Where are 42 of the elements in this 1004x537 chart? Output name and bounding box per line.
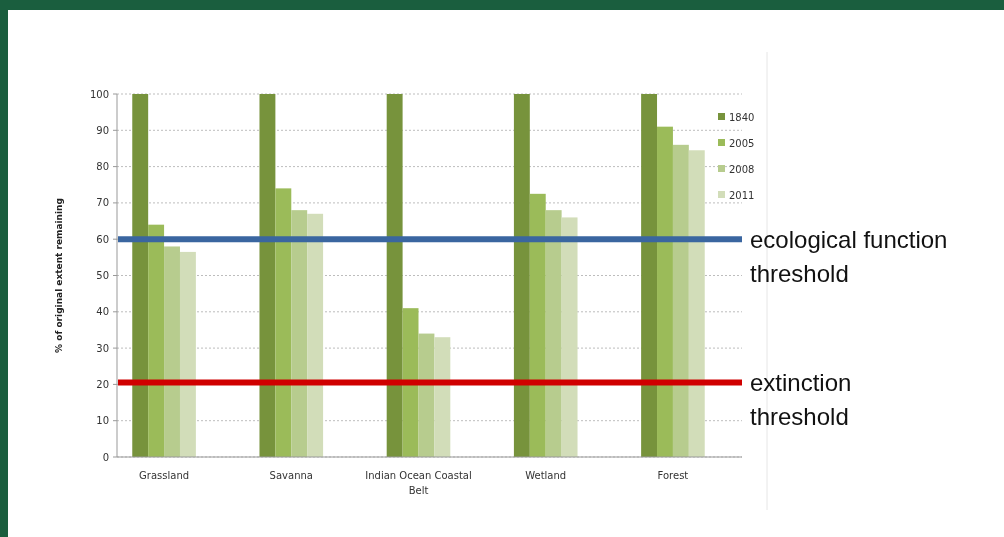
y-tick-label: 50: [96, 270, 109, 281]
bar: [641, 94, 658, 457]
bar: [291, 210, 308, 457]
y-tick-label: 70: [96, 197, 109, 209]
legend-label: 1840: [729, 111, 755, 123]
x-tick-label: Savanna: [269, 470, 313, 481]
x-tick-label: Indian Ocean Coastal Belt: [365, 470, 472, 496]
bar: [529, 193, 546, 457]
x-tick-label: Wetland: [525, 470, 567, 481]
y-tick-label: 10: [96, 415, 109, 427]
y-tick-label: 90: [96, 124, 109, 136]
bar: [672, 144, 689, 457]
bar: [657, 126, 673, 457]
y-tick-label: 30: [96, 342, 109, 354]
ref-line-label: ecological function threshold: [750, 225, 948, 287]
y-tick-label: 0: [102, 451, 109, 463]
y-axis-title: % of original extent remaining: [54, 198, 64, 353]
y-tick-label: 80: [96, 161, 109, 173]
ref-line-label: extinction threshold: [750, 368, 852, 430]
x-tick-label: Grassland: [139, 470, 190, 481]
bar: [561, 217, 578, 457]
y-tick-label: 20: [96, 378, 109, 390]
y-tick-label: 40: [96, 306, 109, 318]
bar: [275, 188, 292, 457]
y-tick-label: 100: [89, 88, 109, 100]
bar: [307, 213, 324, 457]
x-tick-label: Forest: [657, 470, 689, 481]
bar: [179, 251, 196, 457]
bar: [434, 337, 451, 457]
y-tick-label: 60: [96, 233, 109, 245]
bar: [688, 150, 705, 457]
legend-label: 2008: [729, 163, 755, 175]
bar: [402, 308, 419, 457]
bar: [513, 94, 530, 457]
legend-label: 2005: [729, 137, 755, 149]
bar: [164, 246, 180, 457]
legend-label: 2011: [729, 189, 755, 201]
bar: [148, 224, 165, 457]
bar: [132, 94, 149, 457]
bar: [386, 94, 403, 457]
bar: [545, 210, 562, 457]
bar: [259, 94, 276, 457]
